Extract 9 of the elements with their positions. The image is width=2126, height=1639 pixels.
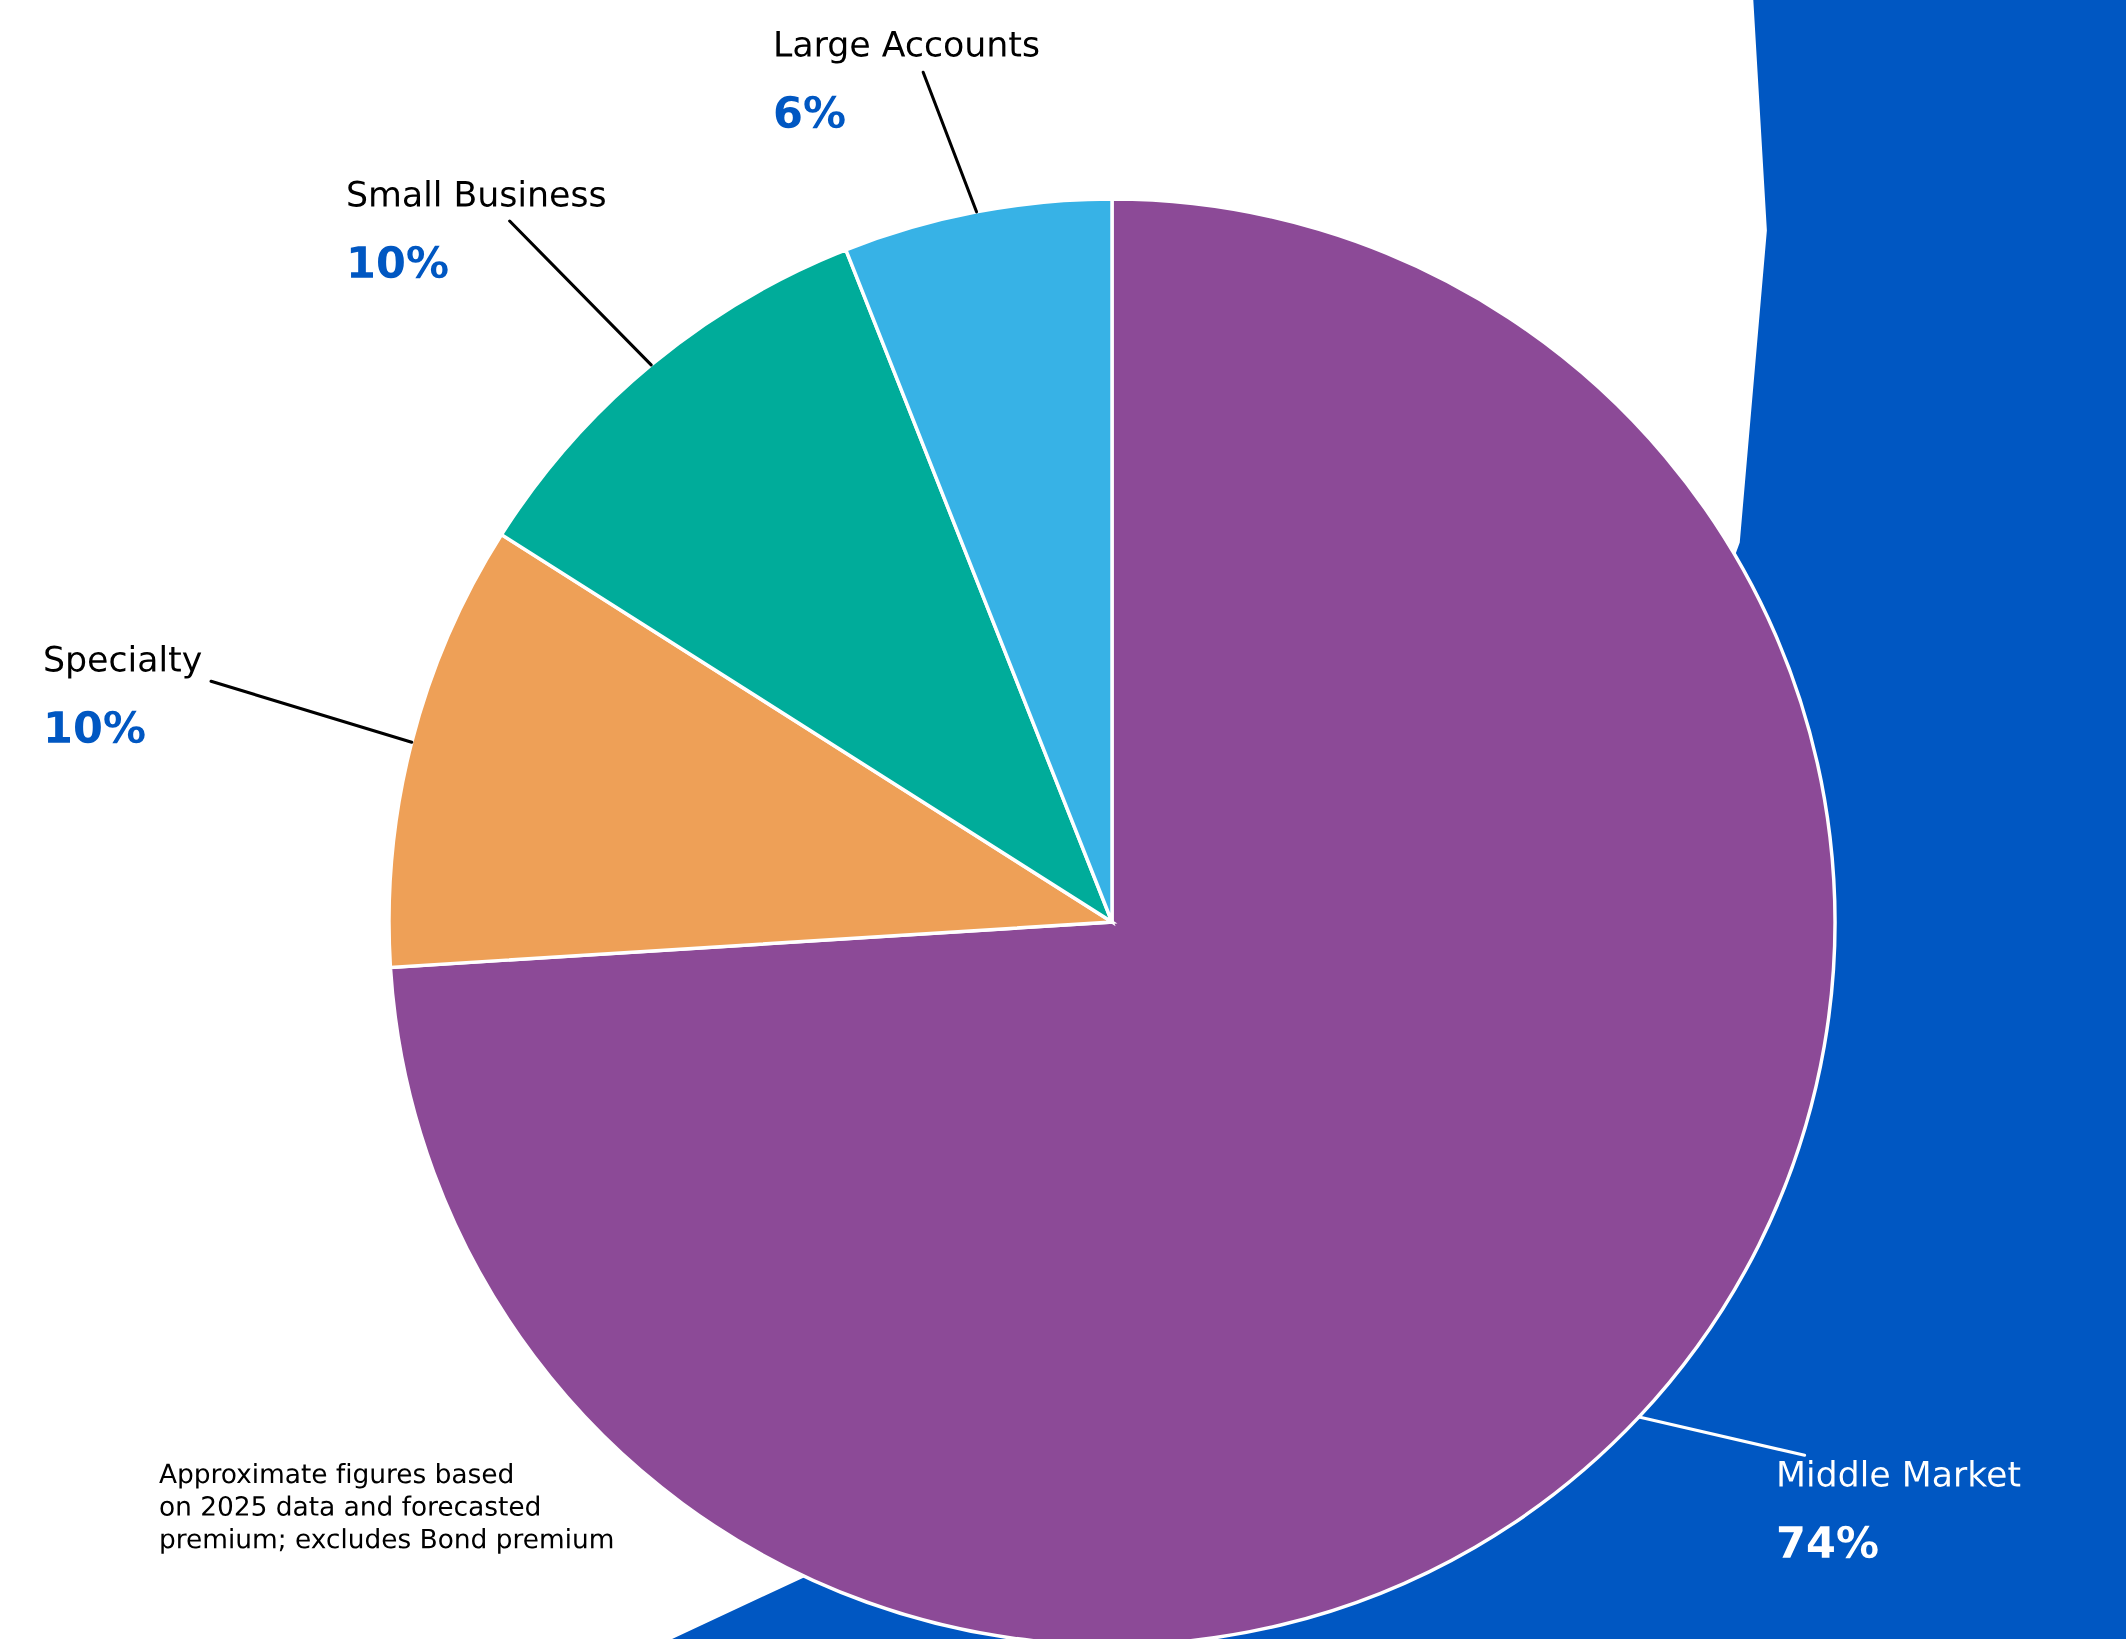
slice-label: Large Accounts xyxy=(776,31,1039,64)
slice-label: Specialty xyxy=(45,645,202,679)
data-label: 10% xyxy=(350,245,448,279)
text: Approximate figures based on 2025 data and forecasted premium; excludes Bond premium xyxy=(159,1463,613,1554)
data-label: 6% xyxy=(775,95,845,129)
slice-label: Small Business xyxy=(348,180,605,207)
data-label: 10% xyxy=(47,710,145,744)
data-label: 74% xyxy=(1778,1525,1878,1559)
slice-label: Middle Market xyxy=(1779,1460,2021,1487)
